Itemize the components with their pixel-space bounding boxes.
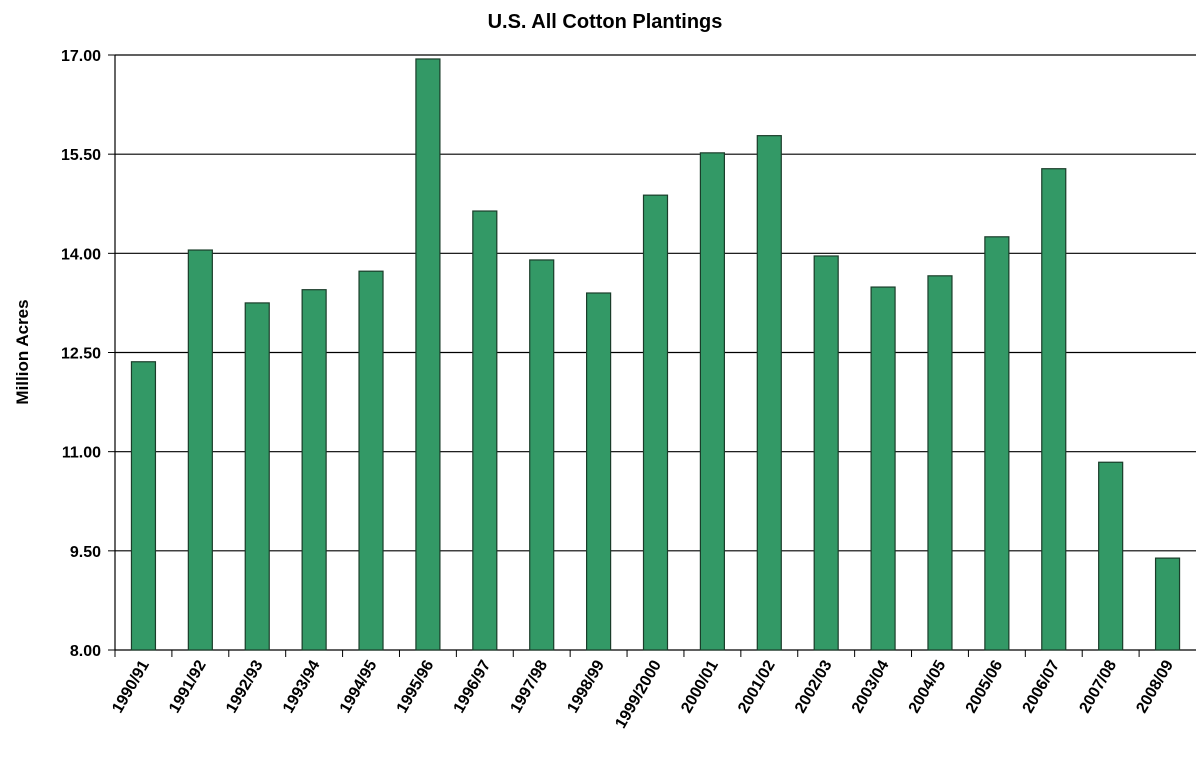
x-tick-label: 1995/96 [394,657,438,716]
bar [984,236,1010,651]
bar [472,210,498,651]
x-tick-label: 1997/98 [508,657,552,716]
bar [586,292,612,651]
y-tick-label: 15.50 [61,147,101,164]
bar [927,275,953,651]
x-tick-label: 1999/2000 [612,657,665,731]
y-tick-label: 11.00 [62,445,101,462]
x-tick-label: 2007/08 [1076,657,1120,716]
y-axis-label: Million Acres [13,299,32,404]
x-tick-label: 2000/01 [678,657,722,716]
x-tick-label: 1994/95 [337,657,381,716]
bar [529,259,555,651]
x-tick-label: 1990/91 [109,657,153,716]
bar [813,255,839,651]
x-tick-label: 1998/99 [564,657,608,716]
x-tick-label: 2005/06 [963,657,1007,716]
bar [1154,557,1181,651]
y-tick-label: 17.00 [61,48,101,65]
bar [1041,168,1067,651]
bar [699,152,725,651]
bar [756,135,782,651]
x-tick-label: 2004/05 [906,657,950,716]
x-tick-label: 2008/09 [1133,657,1177,716]
bar [301,289,327,651]
y-tick-label: 8.00 [70,643,101,660]
x-tick-label: 2006/07 [1020,657,1064,716]
bar [187,249,213,651]
bar [1098,461,1124,651]
bar [358,270,384,651]
y-tick-label: 14.00 [61,246,101,263]
x-tick-label: 1991/92 [166,657,210,716]
bar [415,58,441,651]
y-tick-label: 12.50 [61,346,101,363]
bar [130,361,157,651]
x-tick-label: 2002/03 [792,657,836,716]
bar [244,302,270,651]
chart-title: U.S. All Cotton Plantings [488,11,723,33]
bar [870,286,896,651]
y-tick-label: 9.50 [70,544,101,561]
x-tick-label: 2003/04 [849,657,893,716]
bar [642,194,669,651]
x-tick-label: 2001/02 [735,657,779,716]
x-tick-label: 1992/93 [223,657,267,716]
x-tick-label: 1996/97 [451,657,495,716]
x-tick-label: 1993/94 [280,657,324,716]
